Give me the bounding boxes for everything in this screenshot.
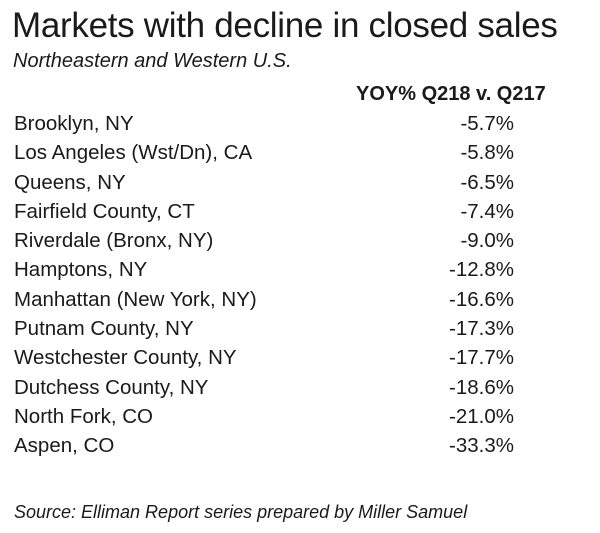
market-name: Los Angeles (Wst/Dn), CA	[14, 141, 253, 165]
market-name: Manhattan (New York, NY)	[14, 287, 257, 311]
yoy-value: -12.8%	[449, 258, 514, 282]
yoy-value: -18.6%	[449, 375, 514, 399]
table-body: Brooklyn, NY -5.7% Los Angeles (Wst/Dn),…	[0, 109, 600, 461]
yoy-value: -9.0%	[460, 229, 514, 253]
market-name: Queens, NY	[14, 170, 126, 194]
market-name: Aspen, CO	[14, 434, 115, 458]
yoy-value: -5.7%	[460, 112, 514, 135]
market-name: Westchester County, NY	[14, 346, 237, 370]
table-row: Manhattan (New York, NY) -16.6%	[0, 285, 600, 314]
yoy-value: -17.3%	[449, 317, 514, 341]
chart-title: Markets with decline in closed sales	[12, 6, 558, 45]
market-name: Dutchess County, NY	[14, 375, 209, 399]
yoy-value: -7.4%	[460, 199, 514, 223]
yoy-value: -21.0%	[449, 404, 514, 428]
market-name: Fairfield County, CT	[14, 199, 195, 223]
yoy-value: -17.7%	[449, 346, 514, 370]
market-name: Brooklyn, NY	[14, 112, 134, 135]
market-name: Riverdale (Bronx, NY)	[14, 229, 214, 253]
yoy-value: -5.8%	[460, 141, 514, 165]
table-row: Westchester County, NY -17.7%	[0, 343, 600, 372]
table-row: Riverdale (Bronx, NY) -9.0%	[0, 226, 600, 255]
table-row: Dutchess County, NY -18.6%	[0, 373, 600, 402]
source-note: Source: Elliman Report series prepared b…	[14, 502, 468, 522]
column-header: YOY% Q218 v. Q217	[356, 83, 546, 105]
market-name: Putnam County, NY	[14, 317, 194, 341]
table-row: Fairfield County, CT -7.4%	[0, 197, 600, 226]
table-row: Los Angeles (Wst/Dn), CA -5.8%	[0, 138, 600, 167]
table-row: Hamptons, NY -12.8%	[0, 255, 600, 284]
yoy-value: -6.5%	[460, 170, 514, 194]
table-row: North Fork, CO -21.0%	[0, 402, 600, 431]
table-row: Aspen, CO -33.3%	[0, 431, 600, 460]
yoy-value: -16.6%	[449, 287, 514, 311]
market-name: Hamptons, NY	[14, 258, 148, 282]
table-row: Putnam County, NY -17.3%	[0, 314, 600, 343]
market-name: North Fork, CO	[14, 404, 153, 428]
table-row: Queens, NY -6.5%	[0, 168, 600, 197]
yoy-value: -33.3%	[449, 434, 514, 458]
table-row: Brooklyn, NY -5.7%	[0, 109, 600, 138]
chart-subtitle: Northeastern and Western U.S.	[13, 50, 292, 72]
